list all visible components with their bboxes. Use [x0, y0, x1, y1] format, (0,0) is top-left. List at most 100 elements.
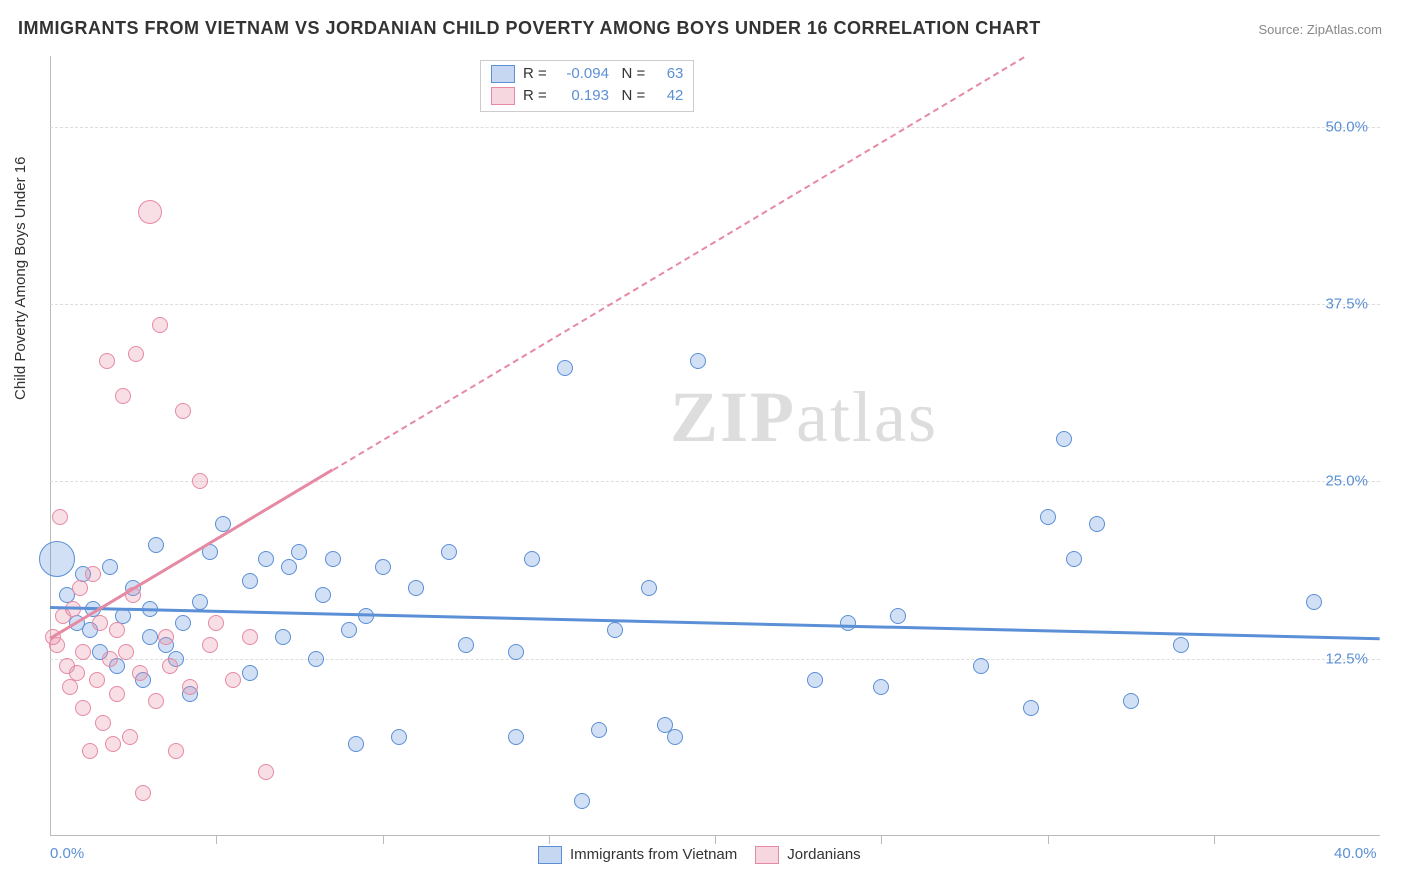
data-point-vietnam[interactable]: [341, 622, 357, 638]
data-point-jordan[interactable]: [72, 580, 88, 596]
data-point-jordan[interactable]: [122, 729, 138, 745]
data-point-jordan[interactable]: [128, 346, 144, 362]
data-point-jordan[interactable]: [95, 715, 111, 731]
data-point-jordan[interactable]: [109, 622, 125, 638]
data-point-vietnam[interactable]: [242, 665, 258, 681]
data-point-vietnam[interactable]: [308, 651, 324, 667]
data-point-vietnam[interactable]: [1040, 509, 1056, 525]
data-point-vietnam[interactable]: [148, 537, 164, 553]
data-point-vietnam[interactable]: [391, 729, 407, 745]
data-point-vietnam[interactable]: [192, 594, 208, 610]
data-point-vietnam[interactable]: [873, 679, 889, 695]
gridline: [50, 127, 1380, 128]
data-point-jordan[interactable]: [92, 615, 108, 631]
data-point-jordan[interactable]: [132, 665, 148, 681]
data-point-jordan[interactable]: [148, 693, 164, 709]
data-point-vietnam[interactable]: [1056, 431, 1072, 447]
x-tick-label: 0.0%: [50, 845, 84, 862]
data-point-jordan[interactable]: [175, 403, 191, 419]
data-point-vietnam[interactable]: [574, 793, 590, 809]
data-point-vietnam[interactable]: [315, 587, 331, 603]
data-point-vietnam[interactable]: [607, 622, 623, 638]
data-point-jordan[interactable]: [182, 679, 198, 695]
data-point-vietnam[interactable]: [291, 544, 307, 560]
data-point-jordan[interactable]: [75, 700, 91, 716]
data-point-vietnam[interactable]: [408, 580, 424, 596]
source-attribution: Source: ZipAtlas.com: [1258, 22, 1382, 37]
data-point-vietnam[interactable]: [258, 551, 274, 567]
data-point-jordan[interactable]: [158, 629, 174, 645]
data-point-jordan[interactable]: [109, 686, 125, 702]
data-point-vietnam[interactable]: [1023, 700, 1039, 716]
data-point-jordan[interactable]: [208, 615, 224, 631]
data-point-jordan[interactable]: [82, 743, 98, 759]
data-point-vietnam[interactable]: [375, 559, 391, 575]
data-point-jordan[interactable]: [69, 665, 85, 681]
data-point-jordan[interactable]: [242, 629, 258, 645]
data-point-jordan[interactable]: [258, 764, 274, 780]
data-point-vietnam[interactable]: [1089, 516, 1105, 532]
data-point-jordan[interactable]: [152, 317, 168, 333]
data-point-jordan[interactable]: [105, 736, 121, 752]
data-point-vietnam[interactable]: [275, 629, 291, 645]
r-label: R =: [523, 87, 547, 104]
scatter-plot: ZIPatlas 12.5%25.0%37.5%50.0%0.0%40.0%R …: [50, 56, 1380, 836]
data-point-jordan[interactable]: [102, 651, 118, 667]
data-point-vietnam[interactable]: [142, 629, 158, 645]
data-point-vietnam[interactable]: [175, 615, 191, 631]
y-tick-label: 12.5%: [1325, 650, 1368, 667]
y-tick-label: 50.0%: [1325, 118, 1368, 135]
data-point-jordan[interactable]: [62, 679, 78, 695]
data-point-jordan[interactable]: [138, 200, 162, 224]
x-minor-tick: [1214, 836, 1215, 844]
data-point-vietnam[interactable]: [325, 551, 341, 567]
data-point-jordan[interactable]: [162, 658, 178, 674]
legend-label-jordan: Jordanians: [787, 846, 860, 863]
data-point-vietnam[interactable]: [39, 541, 75, 577]
trend-dashed-: [332, 56, 1024, 470]
source-name: ZipAtlas.com: [1307, 22, 1382, 37]
data-point-vietnam[interactable]: [641, 580, 657, 596]
data-point-vietnam[interactable]: [242, 573, 258, 589]
data-point-jordan[interactable]: [85, 566, 101, 582]
data-point-jordan[interactable]: [115, 388, 131, 404]
data-point-jordan[interactable]: [225, 672, 241, 688]
n-label: N =: [621, 65, 645, 82]
data-point-vietnam[interactable]: [441, 544, 457, 560]
data-point-jordan[interactable]: [75, 644, 91, 660]
data-point-jordan[interactable]: [168, 743, 184, 759]
legend-swatch: [491, 65, 515, 83]
data-point-vietnam[interactable]: [840, 615, 856, 631]
data-point-jordan[interactable]: [202, 637, 218, 653]
x-minor-tick: [715, 836, 716, 844]
legend-swatch: [491, 87, 515, 105]
data-point-vietnam[interactable]: [1123, 693, 1139, 709]
data-point-vietnam[interactable]: [508, 644, 524, 660]
data-point-jordan[interactable]: [192, 473, 208, 489]
data-point-vietnam[interactable]: [102, 559, 118, 575]
data-point-vietnam[interactable]: [690, 353, 706, 369]
data-point-vietnam[interactable]: [508, 729, 524, 745]
data-point-vietnam[interactable]: [973, 658, 989, 674]
data-point-jordan[interactable]: [135, 785, 151, 801]
data-point-vietnam[interactable]: [557, 360, 573, 376]
data-point-vietnam[interactable]: [667, 729, 683, 745]
data-point-vietnam[interactable]: [1306, 594, 1322, 610]
gridline: [50, 659, 1380, 660]
data-point-vietnam[interactable]: [1173, 637, 1189, 653]
data-point-vietnam[interactable]: [1066, 551, 1082, 567]
data-point-jordan[interactable]: [52, 509, 68, 525]
y-axis-label: Child Poverty Among Boys Under 16: [12, 157, 29, 400]
x-minor-tick: [383, 836, 384, 844]
data-point-vietnam[interactable]: [591, 722, 607, 738]
data-point-vietnam[interactable]: [348, 736, 364, 752]
data-point-vietnam[interactable]: [281, 559, 297, 575]
data-point-jordan[interactable]: [118, 644, 134, 660]
data-point-jordan[interactable]: [99, 353, 115, 369]
data-point-vietnam[interactable]: [890, 608, 906, 624]
stats-legend-row-jordan: R = 0.193 N = 42: [491, 85, 683, 107]
data-point-vietnam[interactable]: [807, 672, 823, 688]
data-point-vietnam[interactable]: [458, 637, 474, 653]
data-point-vietnam[interactable]: [524, 551, 540, 567]
data-point-jordan[interactable]: [89, 672, 105, 688]
